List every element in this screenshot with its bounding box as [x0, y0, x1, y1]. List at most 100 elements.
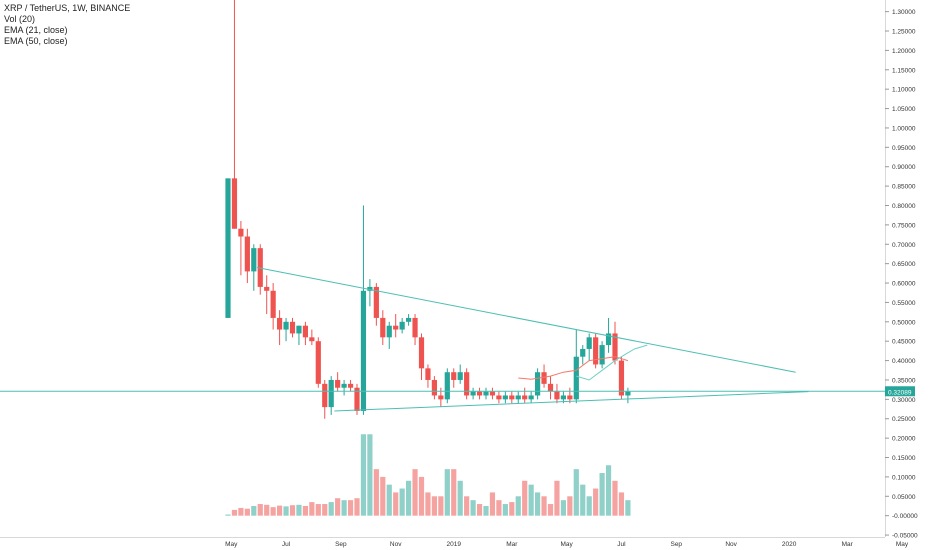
- candle-body: [476, 391, 483, 396]
- candle-body: [296, 325, 302, 334]
- candle-body: [612, 333, 618, 361]
- volume-bar: [515, 496, 521, 516]
- volume-bar: [451, 469, 457, 516]
- volume-bar: [277, 505, 283, 516]
- trendline: [256, 267, 796, 373]
- volume-bar: [599, 473, 605, 516]
- trendlines: [0, 267, 885, 412]
- candle-body: [502, 395, 508, 400]
- y-tick-label: 0.55000: [892, 300, 916, 307]
- y-tick-label: 0.10000: [892, 474, 916, 481]
- indicator-ema50[interactable]: EMA (50, close): [4, 36, 68, 46]
- indicator-ema21[interactable]: EMA (21, close): [4, 25, 68, 35]
- candle-body: [541, 372, 547, 384]
- y-tick-label: 1.25000: [892, 29, 916, 36]
- volume-bar: [457, 480, 463, 516]
- candle-body: [322, 383, 328, 408]
- symbol-title[interactable]: XRP / TetherUS, 1W, BINANCE: [4, 3, 131, 13]
- volume-bar: [554, 480, 560, 516]
- volume-bar: [257, 504, 263, 516]
- current-price-tag: [885, 386, 915, 397]
- candle-body: [586, 337, 592, 349]
- candle-body: [451, 372, 457, 380]
- current-price-label: 0.32089: [888, 389, 912, 396]
- y-tick-label: 0.40000: [892, 358, 916, 365]
- volume-bars: [225, 434, 631, 516]
- volume-bar: [270, 507, 276, 516]
- y-tick-label: 0.90000: [892, 164, 916, 171]
- volume-bar: [547, 504, 554, 516]
- volume-bar: [354, 498, 360, 516]
- volume-bar: [502, 504, 508, 516]
- candle-body: [251, 248, 257, 272]
- y-tick-label: 0.50000: [892, 319, 916, 326]
- volume-bar: [593, 488, 599, 516]
- volume-bar: [315, 504, 321, 516]
- candle-body: [315, 341, 321, 384]
- chart-legend: XRP / TetherUS, 1W, BINANCE Vol (20) EMA…: [4, 3, 130, 47]
- candle-body: [528, 395, 534, 400]
- volume-bar: [406, 480, 412, 516]
- volume-bar: [360, 434, 367, 516]
- volume-bar: [522, 480, 528, 516]
- candle-body: [618, 360, 625, 396]
- candle-body: [225, 178, 231, 318]
- volume-bar: [244, 508, 250, 516]
- price-axis[interactable]: 1.30000 1.25000 1.20000 1.15000 1.10000 1.050…: [885, 0, 918, 540]
- volume-bar: [573, 469, 579, 516]
- candle-body: [535, 372, 541, 396]
- indicator-volume[interactable]: Vol (20): [4, 14, 36, 24]
- candle-body: [380, 317, 386, 338]
- volume-bar: [328, 502, 334, 516]
- time-axis[interactable]: May Jul Sep Nov 2019 Mar May Jul Sep Nov 2020 Mar Ma…: [0, 537, 909, 549]
- volume-bar: [251, 505, 257, 516]
- ema50-line: [576, 344, 648, 381]
- volume-bar: [567, 496, 573, 516]
- candle-body: [425, 368, 431, 380]
- volume-bar: [393, 492, 399, 516]
- y-tick-label: -0.05000: [892, 533, 918, 540]
- candle-body: [418, 337, 425, 369]
- candle-body: [393, 325, 399, 330]
- candle-body: [264, 286, 270, 291]
- candle-body: [515, 395, 521, 400]
- y-tick-label: 0.35000: [892, 377, 916, 384]
- volume-bar: [335, 498, 341, 516]
- candle-body: [238, 228, 244, 237]
- x-tick-label: Mar: [842, 541, 854, 548]
- volume-bar: [586, 496, 592, 516]
- y-tick-label: -0.00000: [892, 513, 918, 520]
- candle-body: [399, 321, 405, 330]
- candle-body: [354, 387, 360, 411]
- volume-bar: [322, 504, 328, 516]
- candle-body: [309, 337, 315, 342]
- candle-body: [412, 317, 418, 338]
- volume-bar: [535, 492, 541, 516]
- x-tick-label: Nov: [390, 541, 402, 548]
- y-tick-label: 0.60000: [892, 281, 916, 288]
- candle-body: [328, 379, 334, 408]
- y-tick-label: 0.30000: [892, 397, 916, 404]
- x-tick-label: 2019: [447, 541, 462, 548]
- candle-body: [580, 348, 586, 357]
- volume-bar: [418, 476, 425, 516]
- candle-body: [335, 379, 341, 388]
- volume-bar: [464, 496, 470, 516]
- candle-body: [277, 317, 283, 330]
- volume-bar: [605, 465, 612, 516]
- candle-body: [289, 321, 296, 334]
- candle-body: [360, 290, 367, 411]
- volume-bar: [225, 514, 231, 516]
- volume-bar: [347, 500, 354, 516]
- candle-body: [302, 325, 308, 338]
- y-tick-label: 1.05000: [892, 106, 916, 113]
- x-tick-label: May: [896, 541, 909, 548]
- x-tick-label: Jul: [617, 541, 626, 548]
- candle-body: [244, 236, 250, 272]
- candle-body: [547, 383, 554, 392]
- volume-bar: [560, 500, 566, 516]
- volume-bar: [289, 505, 296, 516]
- volume-bar: [380, 476, 386, 516]
- candle-body: [283, 321, 289, 330]
